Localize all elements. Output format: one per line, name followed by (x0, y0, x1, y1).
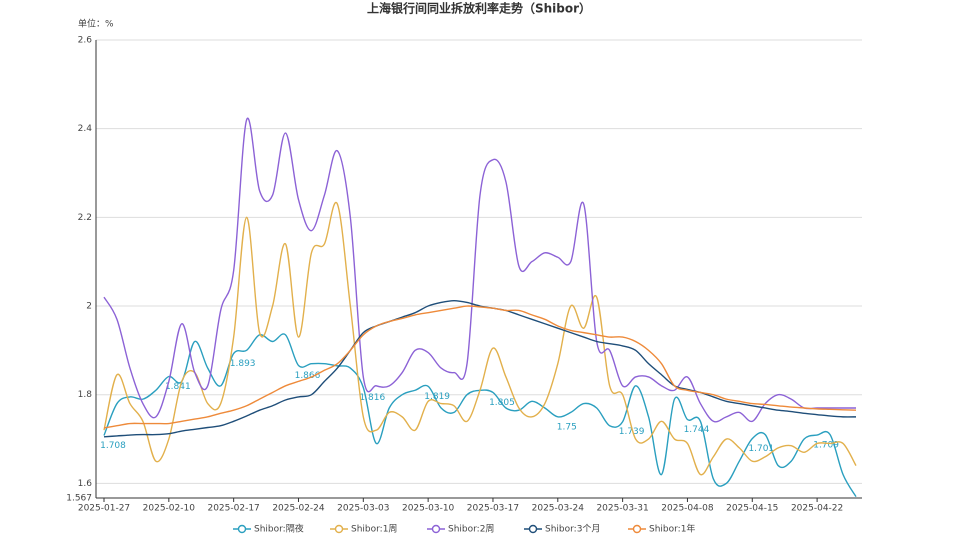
data-label: 1.744 (684, 425, 710, 435)
y-tick-label: 2 (86, 302, 92, 312)
data-label: 1.866 (295, 371, 321, 381)
data-label: 1.708 (100, 441, 126, 451)
x-tick-label: 2025-02-10 (143, 504, 196, 514)
legend-label[interactable]: Shibor:1周 (351, 524, 397, 535)
x-tick-label: 2025-04-15 (726, 504, 778, 514)
legend-marker[interactable] (431, 524, 441, 534)
x-tick-label: 2025-01-27 (78, 504, 130, 514)
y-unit-label: 单位：% (78, 18, 114, 30)
legend-marker[interactable] (334, 524, 344, 534)
y-tick-label: 2.4 (78, 124, 93, 134)
series-line (103, 201, 857, 476)
data-label: 1.709 (813, 441, 839, 451)
y-tick-label: 1.567 (66, 494, 92, 504)
x-tick-label: 2025-03-03 (337, 504, 389, 514)
y-tick-label: 1.8 (78, 390, 93, 400)
x-tick-label: 2025-03-17 (467, 504, 519, 514)
legend-label[interactable]: Shibor:1年 (649, 523, 695, 535)
x-tick-label: 2025-03-10 (402, 504, 455, 514)
data-label: 1.893 (230, 359, 256, 369)
data-label: 1.841 (165, 382, 191, 392)
x-tick-label: 2025-04-22 (791, 504, 843, 514)
data-label: 1.805 (489, 398, 515, 408)
legend-marker[interactable] (237, 524, 247, 534)
legend-label[interactable]: Shibor:隔夜 (254, 523, 304, 535)
chart-title: 上海银行间同业拆放利率走势（Shibor） (367, 1, 591, 16)
data-label: 1.819 (424, 392, 450, 402)
series-line (103, 117, 856, 423)
x-tick-label: 2025-03-24 (532, 504, 585, 514)
data-label: 1.701 (748, 444, 774, 454)
x-tick-label: 2025-03-31 (596, 504, 648, 514)
y-tick-label: 2.6 (78, 36, 93, 46)
legend-marker[interactable] (528, 524, 538, 534)
legend-marker[interactable] (632, 524, 642, 534)
data-label: 1.75 (557, 422, 577, 432)
x-tick-label: 2025-04-08 (661, 504, 714, 514)
y-tick-label: 2.2 (78, 213, 92, 223)
series-line (103, 300, 857, 438)
x-tick-label: 2025-02-24 (272, 504, 325, 514)
legend-label[interactable]: Shibor:2周 (448, 524, 494, 535)
x-tick-label: 2025-02-17 (207, 504, 259, 514)
data-label: 1.816 (359, 393, 385, 403)
y-tick-label: 1.6 (78, 479, 93, 489)
data-label: 1.739 (619, 427, 645, 437)
series-line (103, 305, 857, 429)
legend-label[interactable]: Shibor:3个月 (545, 524, 600, 535)
